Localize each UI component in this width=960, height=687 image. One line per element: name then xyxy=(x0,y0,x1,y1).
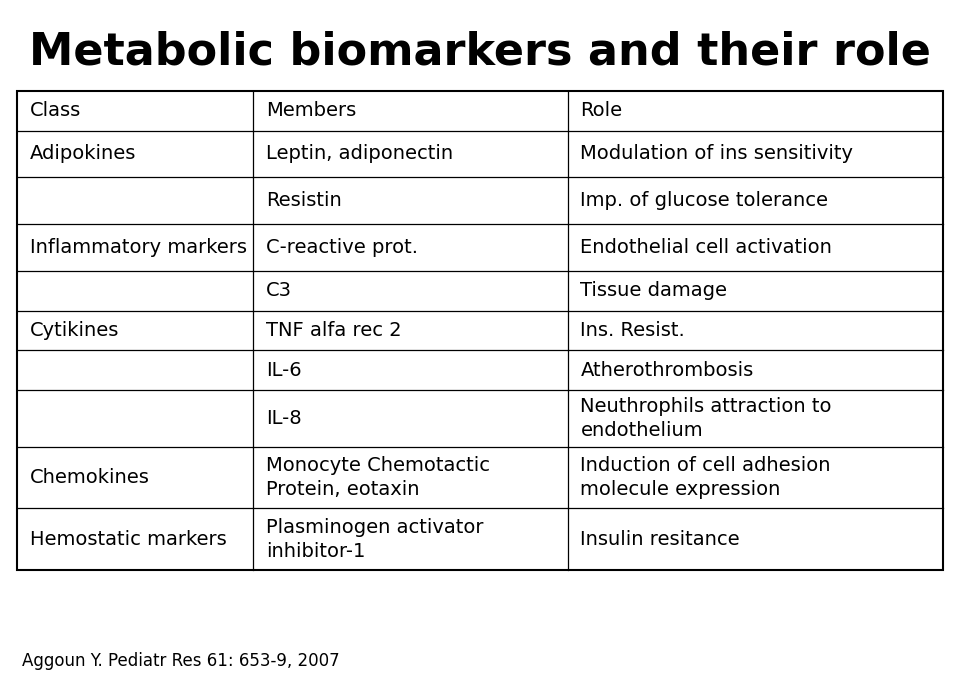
Bar xyxy=(17,91,943,570)
Text: C3: C3 xyxy=(266,281,292,300)
Text: Monocyte Chemotactic
Protein, eotaxin: Monocyte Chemotactic Protein, eotaxin xyxy=(266,456,490,499)
Text: Leptin, adiponectin: Leptin, adiponectin xyxy=(266,144,453,164)
Text: Ins. Resist.: Ins. Resist. xyxy=(581,321,685,340)
Text: C-reactive prot.: C-reactive prot. xyxy=(266,238,418,257)
Text: TNF alfa rec 2: TNF alfa rec 2 xyxy=(266,321,401,340)
Text: IL-6: IL-6 xyxy=(266,361,301,380)
Text: Insulin resitance: Insulin resitance xyxy=(581,530,740,549)
Text: Imp. of glucose tolerance: Imp. of glucose tolerance xyxy=(581,191,828,210)
Text: Members: Members xyxy=(266,101,356,120)
Text: IL-8: IL-8 xyxy=(266,409,301,428)
Text: Class: Class xyxy=(30,101,81,120)
Text: Atherothrombosis: Atherothrombosis xyxy=(581,361,754,380)
Text: Metabolic biomarkers and their role: Metabolic biomarkers and their role xyxy=(29,31,931,74)
Text: Chemokines: Chemokines xyxy=(30,468,150,487)
Text: Adipokines: Adipokines xyxy=(30,144,136,164)
Text: Hemostatic markers: Hemostatic markers xyxy=(30,530,227,549)
Text: Inflammatory markers: Inflammatory markers xyxy=(30,238,247,257)
Text: Induction of cell adhesion
molecule expression: Induction of cell adhesion molecule expr… xyxy=(581,456,831,499)
Text: Neuthrophils attraction to
endothelium: Neuthrophils attraction to endothelium xyxy=(581,397,832,440)
Text: Endothelial cell activation: Endothelial cell activation xyxy=(581,238,832,257)
Text: Aggoun Y. Pediatr Res 61: 653-9, 2007: Aggoun Y. Pediatr Res 61: 653-9, 2007 xyxy=(22,652,340,670)
Text: Resistin: Resistin xyxy=(266,191,342,210)
Text: Plasminogen activator
inhibitor-1: Plasminogen activator inhibitor-1 xyxy=(266,518,483,561)
Text: Role: Role xyxy=(581,101,622,120)
Text: Cytikines: Cytikines xyxy=(30,321,119,340)
Text: Modulation of ins sensitivity: Modulation of ins sensitivity xyxy=(581,144,853,164)
Text: Tissue damage: Tissue damage xyxy=(581,281,728,300)
